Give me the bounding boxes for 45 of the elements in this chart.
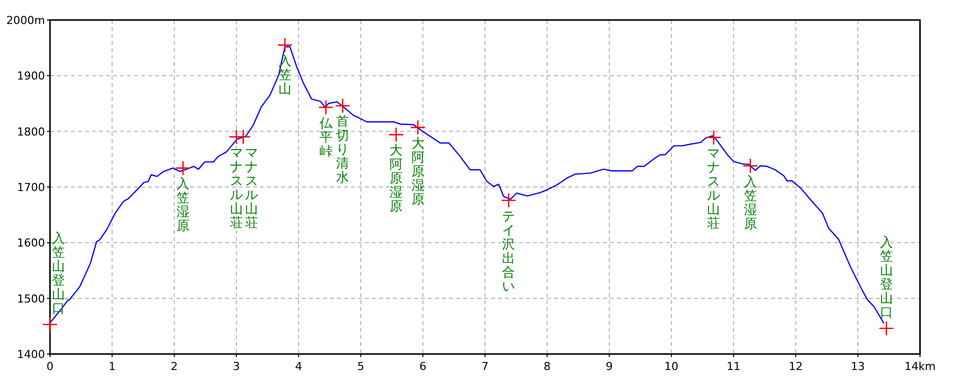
x-tick-label: 6 <box>419 360 426 373</box>
x-tick-label: 2 <box>170 360 178 373</box>
point <box>388 127 404 142</box>
point <box>277 37 293 53</box>
x-tick-label: 7 <box>482 360 488 373</box>
annotation: マナスル山荘 <box>230 146 243 231</box>
annotation: 入笠湿原 <box>176 177 190 234</box>
y-tick-label: 1900 <box>17 70 45 83</box>
x-tick-label: 9 <box>606 360 613 373</box>
y-tick-label: 1600 <box>17 236 45 250</box>
y-tick-label: 1800 <box>17 125 45 138</box>
x-tick-label: 13 <box>850 360 865 373</box>
annotation: 入笠山登山口 <box>880 235 893 320</box>
point <box>410 120 426 136</box>
y-tick-label: 1500 <box>17 292 45 306</box>
annotation: 首切り清水 <box>336 114 350 186</box>
point <box>318 100 334 116</box>
annotation: テイ沢出合い <box>502 209 516 294</box>
y-tick-label: 2000m <box>6 14 45 27</box>
point <box>335 98 350 114</box>
y-tick-label: 1400 <box>17 348 45 361</box>
x-tick-label: 3 <box>232 360 240 373</box>
point <box>742 158 758 174</box>
x-tick-label: 4 <box>295 360 302 373</box>
annotation: 大阿原湿原 <box>390 144 403 215</box>
x-tick-label: 12 <box>788 360 803 373</box>
point <box>175 160 191 176</box>
x-tick-label: 5 <box>357 360 364 373</box>
x-tick-label: 10 <box>664 360 678 373</box>
x-tick-label: 8 <box>544 360 551 373</box>
point <box>236 129 251 145</box>
annotation: マナスル山荘 <box>244 146 258 231</box>
point <box>878 320 894 336</box>
x-tick-label: 11 <box>726 360 741 373</box>
annotation: 入笠湿原 <box>744 174 757 232</box>
annotation: 大阿原湿原 <box>411 136 424 208</box>
y-tick-label: 1700 <box>17 181 45 194</box>
x-tick-label: 14km <box>904 360 936 373</box>
annotation: マナスル山荘 <box>707 146 720 232</box>
x-tick-label: 1 <box>108 360 116 373</box>
point <box>706 130 722 146</box>
point <box>500 192 516 208</box>
annotation: 仏平峠 <box>318 116 334 160</box>
point <box>42 316 58 332</box>
x-tick-label: 0 <box>46 360 54 373</box>
